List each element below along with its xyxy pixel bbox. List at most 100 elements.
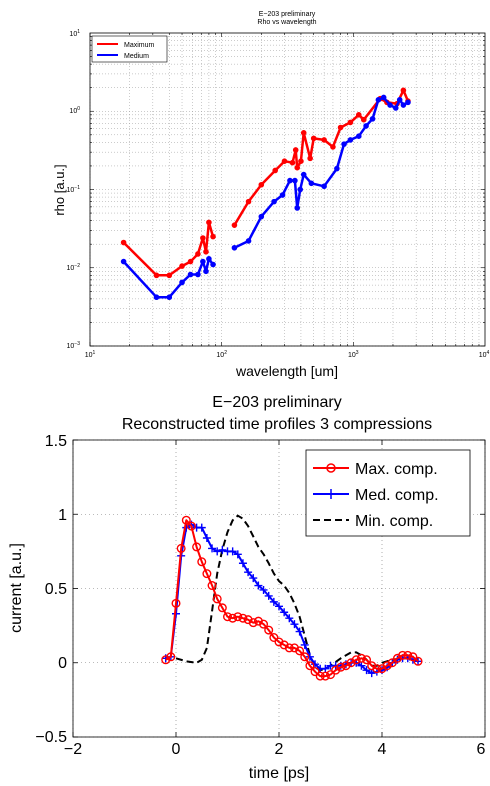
series-med-comp-point (311, 660, 320, 669)
series-maximum-point (153, 272, 160, 279)
chart1-ylabel: rho [a.u.] (52, 164, 67, 215)
series-medium-point (369, 116, 376, 122)
chart2-ytick-label: 1 (58, 507, 67, 524)
series-medium-point (392, 105, 399, 111)
series-max-comp-point (171, 598, 181, 608)
chart2-legend-med: Med. comp. (355, 487, 439, 504)
series-maximum-point (231, 222, 238, 228)
series-medium-point (153, 294, 160, 301)
series-medium-point (271, 198, 277, 205)
series-max-comp-point (212, 594, 222, 604)
series-med-comp-point (300, 640, 309, 649)
series-max-comp-point (222, 612, 232, 622)
series-max-comp-point (259, 619, 269, 629)
series-maximum-line (122, 221, 215, 277)
series-max-comp-point (197, 557, 207, 567)
chart2-title-line1: E−203 preliminary (212, 394, 341, 411)
chart2-ytick-label: 1.5 (45, 433, 67, 450)
series-max-comp-point (181, 515, 191, 525)
chart1-ytick-label: 100 (69, 106, 80, 115)
series-maximum-point (281, 158, 288, 164)
series-medium-point (341, 141, 347, 147)
series-maximum-point (195, 251, 201, 257)
chart1-ytick-label: 101 (69, 29, 80, 38)
series-max-comp-point (264, 625, 274, 635)
series-med-comp-point (305, 652, 314, 661)
chart2-legend-max: Max. comp. (355, 461, 438, 478)
series-max-comp-point (362, 655, 372, 665)
series-medium-point (400, 102, 407, 108)
series-medium-point (279, 192, 286, 198)
series-med-comp-point (233, 550, 242, 559)
series-max-comp-point (408, 652, 418, 662)
series-maximum-point (245, 198, 252, 205)
series-medium-point (405, 99, 411, 106)
series-max-comp-point (356, 653, 366, 663)
chart1-xtick-label: 102 (216, 350, 227, 359)
series-medium-point (179, 279, 185, 286)
chart2-ytick-label: 0 (58, 655, 67, 672)
chart2-xtick-label: 2 (275, 741, 284, 758)
series-max-comp-point (238, 613, 248, 623)
series-medium-point (396, 97, 403, 103)
series-max-comp-point (387, 658, 397, 668)
series-med-comp-point (244, 568, 253, 577)
series-max-comp-point (336, 662, 346, 672)
series-medium-point (210, 261, 216, 268)
series-max-comp-point (295, 646, 305, 656)
chart1-title-line1: E−203 preliminary (259, 11, 316, 18)
series-maximum-point (337, 124, 344, 131)
series-max-comp-point (326, 670, 336, 680)
series-maximum-point (187, 258, 194, 265)
series-maximum-point (200, 235, 206, 241)
series-medium-point (195, 271, 201, 278)
chart2-xtick-label: −2 (64, 741, 82, 758)
chart1-xtick-label: 103 (348, 350, 359, 359)
series-medium-point (187, 271, 194, 278)
chart1-legend: Maximum Medium (91, 35, 168, 63)
series-med-comp-point (367, 669, 376, 678)
series-max-comp-point (398, 650, 408, 660)
series-med-comp-point (228, 547, 237, 556)
series-maximum-point (258, 181, 265, 188)
series-medium-point (294, 205, 301, 211)
series-med-comp-point (213, 547, 222, 556)
series-maximum-point (355, 112, 362, 118)
chart2-data (161, 514, 423, 681)
series-medium-point (200, 258, 206, 265)
series-max-comp-point (207, 581, 217, 591)
chart1-ytick-label: 10−3 (67, 341, 81, 350)
series-medium-point (300, 171, 307, 178)
series-medium-point (387, 102, 393, 108)
series-max-comp-point (269, 633, 279, 643)
series-max-comp-point (248, 618, 258, 628)
chart2-ticks (72, 439, 486, 738)
series-med-comp-point (218, 545, 227, 554)
chart1-xtick-label: 104 (479, 350, 490, 359)
series-max-comp-point (372, 664, 382, 674)
series-maximum-point (310, 135, 317, 142)
series-medium-point (231, 244, 238, 251)
chart2-xtick-label: 0 (172, 741, 181, 758)
time-profiles-chart: E−203 preliminary Reconstructed time pro… (8, 394, 486, 782)
series-med-comp-point (197, 523, 206, 532)
chart1-ytick-label: 10−1 (67, 185, 81, 194)
chart1-xlabel: wavelength [um] (235, 363, 338, 379)
series-med-comp-point (357, 661, 366, 670)
series-med-comp-point (275, 602, 283, 611)
series-maximum-point (210, 233, 216, 240)
series-med-comp-point (321, 664, 330, 673)
series-max-comp-point (186, 521, 196, 531)
series-medium-point (375, 97, 382, 103)
chart2-xlabel: time [ps] (249, 765, 309, 782)
chart2-legend-min: Min. comp. (355, 513, 433, 530)
chart2-title-line2: Reconstructed time profiles 3 compressio… (122, 416, 432, 433)
series-medium-point (120, 258, 127, 265)
series-medium-point (347, 137, 354, 143)
series-maximum-point (307, 155, 313, 162)
series-max-comp-point (305, 661, 315, 671)
series-max-comp-point (351, 655, 361, 665)
series-maximum-point (292, 147, 299, 153)
series-max-comp-point (413, 656, 423, 666)
chart2-ylabel: current [a.u.] (8, 543, 25, 633)
